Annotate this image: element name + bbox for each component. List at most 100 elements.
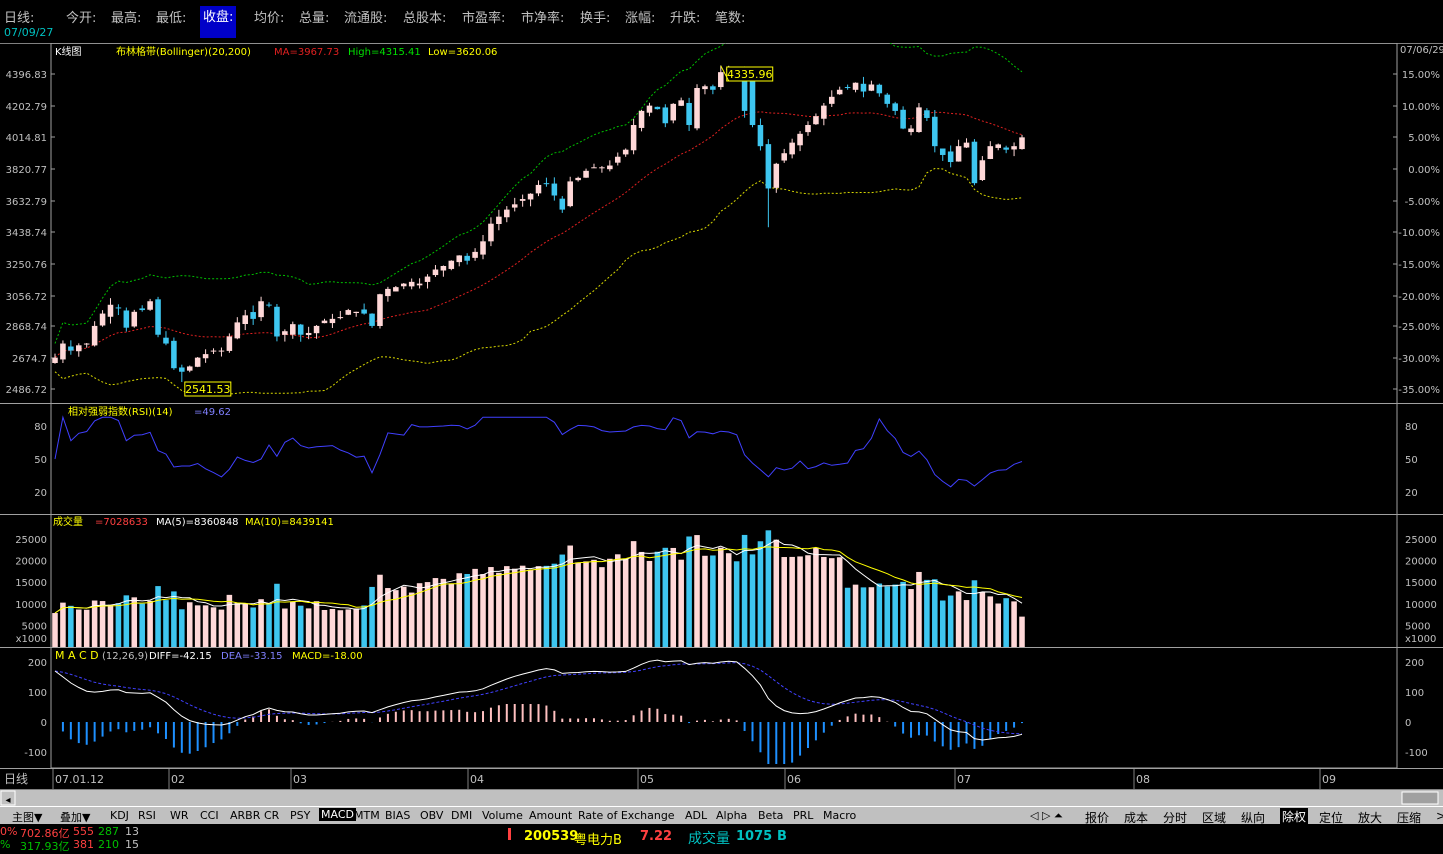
x-tick-label: 08 — [1136, 773, 1150, 786]
candle — [456, 255, 463, 263]
volume-bar — [393, 590, 399, 647]
candle — [432, 269, 439, 276]
stock-chart[interactable]: ◂ 4396.83 4202.79 4014.81 3820.77 3632.79 3438… — [0, 43, 1443, 806]
volume-bar — [860, 587, 867, 647]
candle — [504, 209, 510, 218]
volume-bar — [527, 569, 534, 647]
field-low: 最低: — [156, 11, 187, 26]
tab-psy[interactable]: PSY — [290, 809, 311, 822]
tab-cci[interactable]: CCI — [200, 809, 219, 822]
volume-bar — [60, 602, 66, 647]
volume-bar — [805, 555, 811, 647]
right-nav-item[interactable]: 除权 — [1280, 808, 1309, 825]
status-down-2: 210 — [98, 838, 119, 851]
tab-bias[interactable]: BIAS — [385, 809, 411, 822]
volume-bar — [456, 573, 463, 647]
volume-bar — [488, 567, 494, 647]
tab-obv[interactable]: OBV — [420, 809, 444, 822]
volume-bar — [250, 607, 256, 647]
status-down-1: 287 — [98, 825, 119, 838]
candle — [662, 107, 669, 124]
vol-tick-label-right: 25000 — [1405, 535, 1437, 546]
candle — [147, 301, 153, 310]
right-nav-item[interactable]: 分时 — [1163, 811, 1188, 825]
candle — [226, 336, 233, 351]
field-close[interactable]: 收盘: — [200, 6, 237, 38]
tab-mtm[interactable]: MTM — [354, 809, 380, 822]
tab-macro[interactable]: Macro — [823, 809, 857, 822]
candle — [210, 350, 217, 352]
candle — [638, 110, 645, 128]
tab-prl[interactable]: PRL — [793, 809, 814, 822]
field-trades: 笔数: — [715, 11, 746, 26]
tab-volume[interactable]: Volume — [482, 809, 523, 822]
tab-adl[interactable]: ADL — [685, 809, 708, 822]
right-nav-item[interactable]: 放大 — [1358, 811, 1383, 825]
right-nav-item[interactable]: 成本 — [1124, 811, 1149, 825]
candle — [424, 276, 431, 282]
macd-tick-label-right: 0 — [1405, 718, 1411, 729]
status-pct-2: % — [0, 838, 11, 851]
candle — [670, 103, 677, 121]
candle — [464, 255, 470, 261]
right-nav-item[interactable]: 区域 — [1202, 811, 1227, 825]
candle — [290, 324, 296, 335]
macd-dea-value: DEA=-33.15 — [221, 651, 282, 662]
scroll-left-icon: ◂ — [5, 795, 10, 806]
tab-wr[interactable]: WR — [170, 809, 189, 822]
right-nav-item[interactable]: 压缩 — [1397, 811, 1422, 825]
status-flat-1: 13 — [125, 825, 139, 838]
candle — [345, 310, 352, 315]
volume-bar — [908, 589, 914, 647]
right-nav-item[interactable]: 报价 — [1085, 811, 1110, 825]
volume-bar — [781, 557, 787, 647]
volume-bar — [599, 567, 605, 647]
volume-bar — [852, 584, 859, 647]
volume-bar — [313, 601, 320, 647]
x-tick-label: 06 — [787, 773, 801, 786]
bollinger-high-value: High=4315.41 — [348, 47, 421, 58]
macd-tick-label-right: 100 — [1405, 688, 1424, 699]
volume-bar — [400, 586, 407, 647]
volume-bar — [995, 603, 1001, 647]
tab-dmi[interactable]: DMI — [451, 809, 473, 822]
field-high: 最高: — [111, 11, 142, 26]
candle — [337, 317, 344, 319]
tab-[interactable]: 主图▼ — [12, 811, 43, 824]
tab-rsi[interactable]: RSI — [138, 809, 156, 822]
right-nav-item[interactable]: >> — [1436, 809, 1443, 823]
candle — [987, 146, 994, 159]
macd-tick-label: 200 — [28, 658, 47, 669]
volume-bar — [147, 600, 153, 647]
x-tick-label: 03 — [293, 773, 307, 786]
tab-beta[interactable]: Beta — [758, 809, 784, 822]
candle — [480, 241, 486, 255]
candle — [591, 167, 597, 169]
volume-bar — [591, 559, 597, 647]
right-nav-item[interactable]: 定位 — [1319, 811, 1344, 825]
volume-bar — [932, 579, 938, 647]
tab-cr[interactable]: CR — [264, 809, 280, 822]
vol-tick-label: 25000 — [15, 535, 47, 546]
candle — [718, 72, 724, 88]
tab-[interactable]: 叠加▼ — [60, 811, 91, 824]
ticker-code[interactable]: 200539 — [524, 829, 579, 844]
candle — [76, 345, 82, 352]
tab-kdj[interactable]: KDJ — [110, 809, 129, 822]
ticker-name[interactable]: 粤电力B — [574, 833, 622, 848]
volume-bar — [551, 563, 558, 647]
current-date: 07/09/27 — [4, 26, 54, 39]
tab-macd[interactable]: MACD — [319, 808, 356, 821]
volume-bar — [226, 594, 233, 647]
macd-params: (12,26,9) — [102, 651, 148, 662]
tab-rateofexchange[interactable]: Rate of Exchange — [578, 809, 675, 822]
tab-arbr[interactable]: ARBR — [230, 809, 261, 822]
volume-bar — [345, 609, 352, 647]
volume-bar — [1019, 616, 1025, 647]
nav-arrows-icon[interactable]: ◁ ▷ ⏶ — [1030, 809, 1063, 822]
right-nav-item[interactable]: 纵向 — [1241, 811, 1266, 825]
tab-amount[interactable]: Amount — [529, 809, 573, 822]
volume-bar — [662, 547, 669, 647]
status-amount-2: 317.93亿 — [20, 840, 70, 853]
tab-alpha[interactable]: Alpha — [716, 809, 748, 822]
